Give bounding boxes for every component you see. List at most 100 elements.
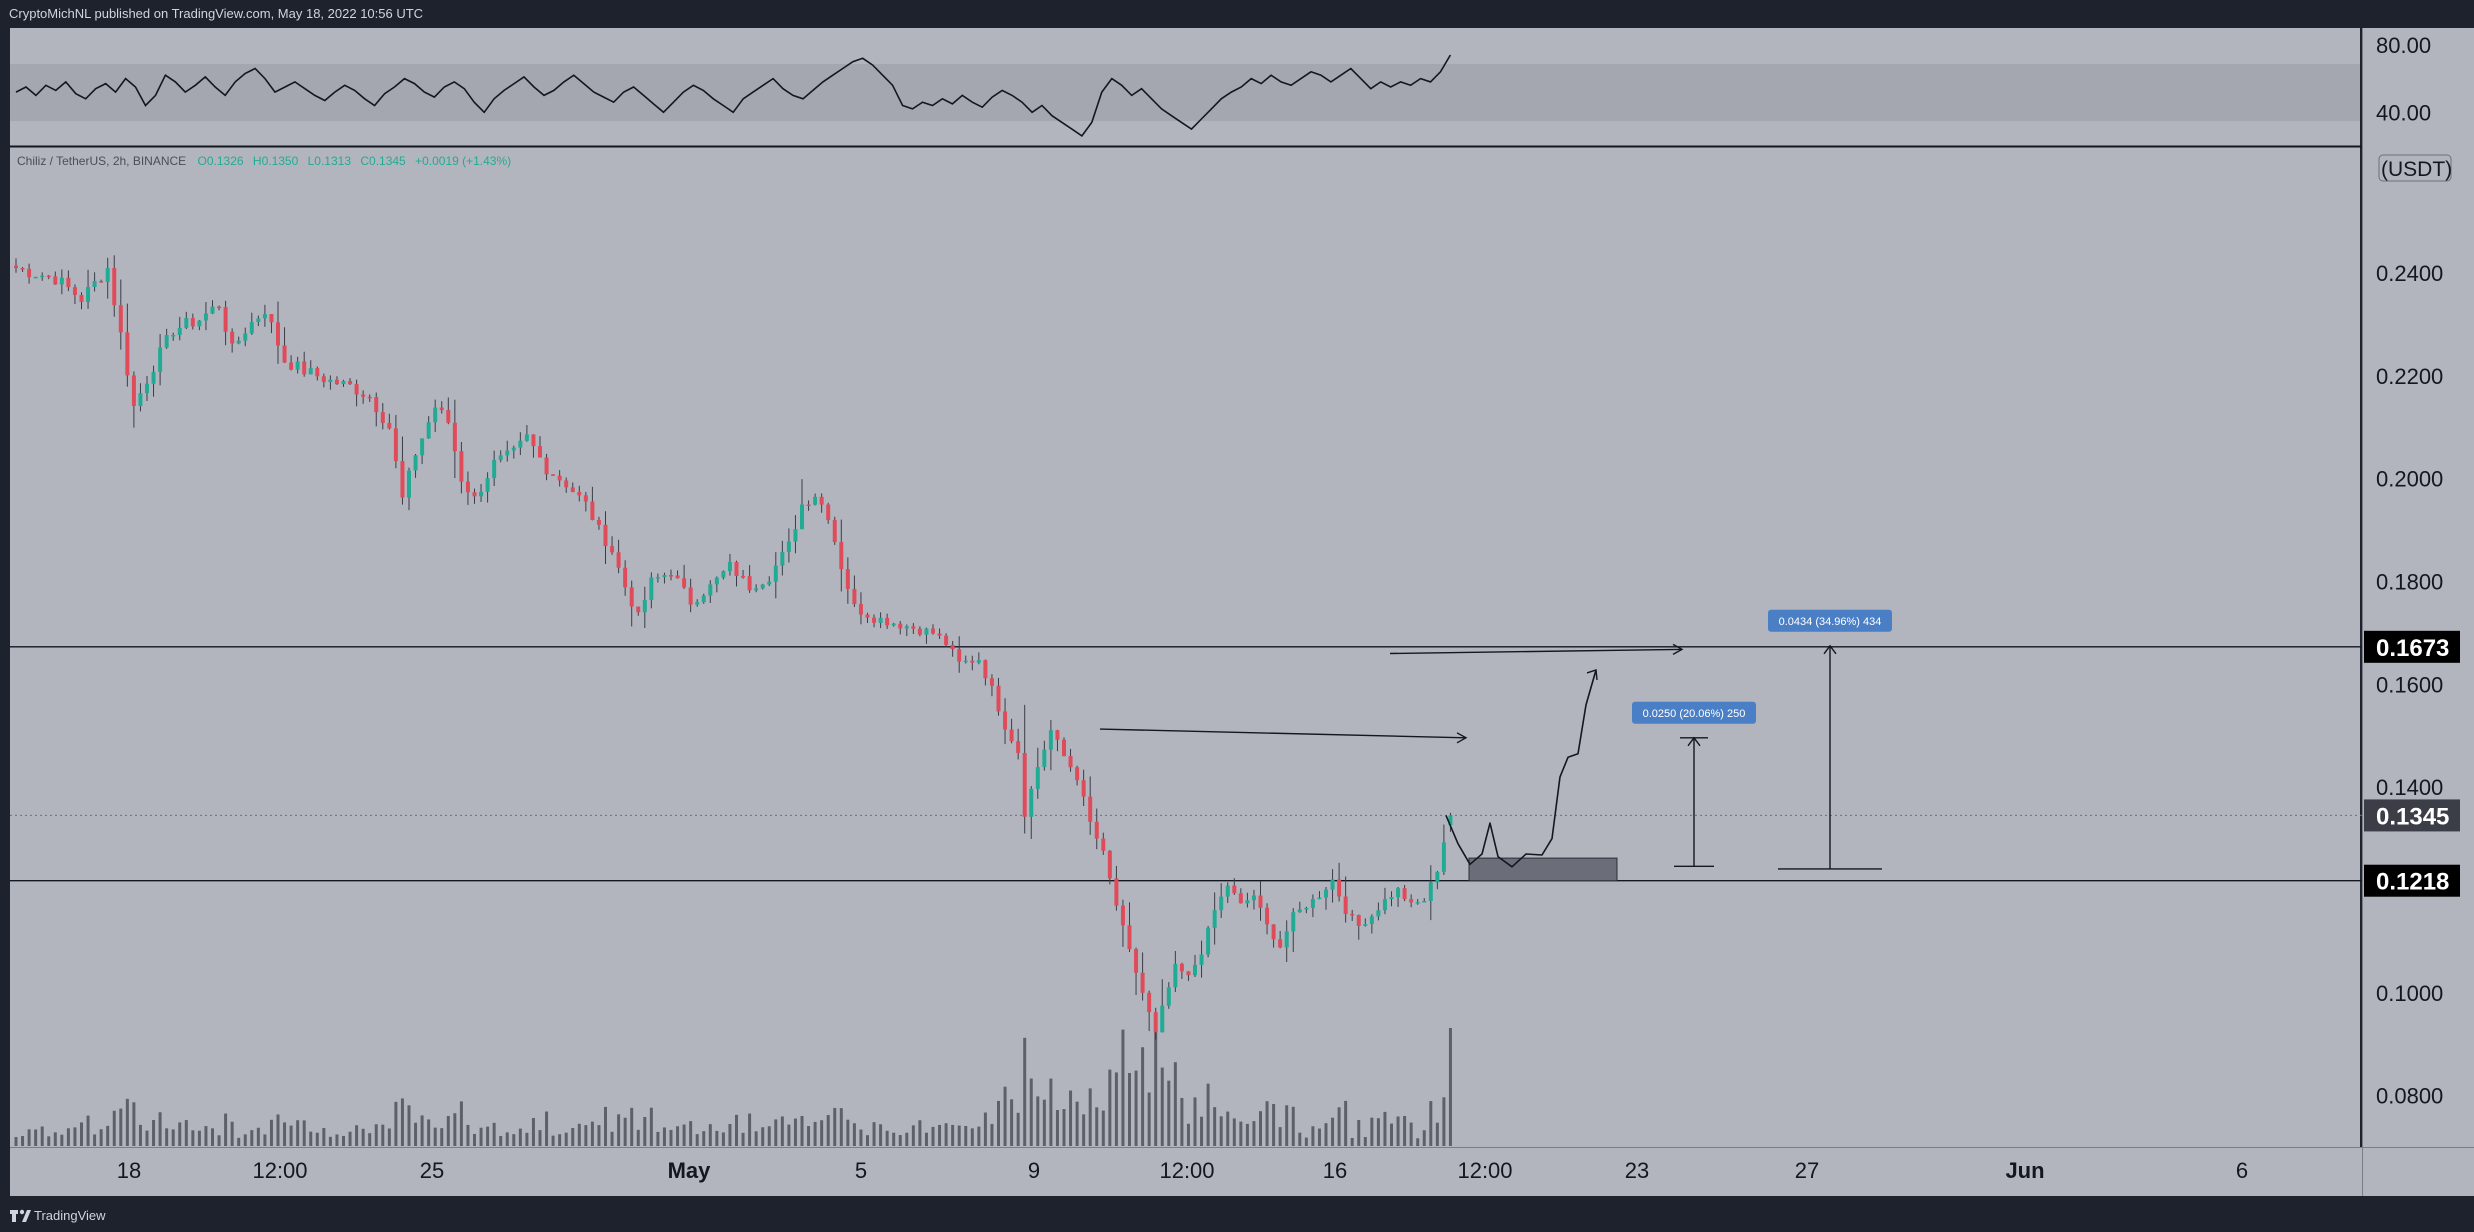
volume-bar [256, 1127, 260, 1146]
candle [1271, 924, 1276, 940]
volume-bar [872, 1122, 876, 1146]
candle [164, 335, 169, 348]
candle [806, 504, 811, 506]
candle [118, 305, 123, 333]
volume-bar [571, 1127, 575, 1146]
candle [1278, 939, 1283, 948]
volume-bar [1088, 1088, 1092, 1146]
volume-bar [682, 1124, 686, 1146]
candlestick-series [14, 255, 1453, 1040]
volume-bar [787, 1124, 791, 1146]
unit-label: (USDT) [2381, 158, 2452, 181]
unit-label-box [2378, 154, 2452, 182]
volume-bar [171, 1129, 175, 1146]
volume-bar [315, 1132, 319, 1146]
candle [878, 617, 883, 623]
candle [590, 501, 595, 521]
volume-bar [93, 1134, 97, 1146]
candle [374, 397, 379, 413]
volume-bar [924, 1132, 928, 1146]
volume-bar [283, 1122, 287, 1146]
volume-bar [584, 1125, 588, 1146]
candle [1212, 910, 1217, 928]
volume-bar [243, 1134, 247, 1146]
candle [976, 660, 981, 663]
candle [479, 491, 484, 497]
volume-bar [846, 1119, 850, 1146]
candle [1304, 907, 1309, 910]
footer-brand[interactable]: TradingView [34, 1208, 106, 1223]
candle [1009, 729, 1014, 742]
volume-bar [1055, 1110, 1059, 1146]
volume-bar [453, 1113, 457, 1146]
volume-bar [342, 1135, 345, 1146]
volume-bar [40, 1126, 44, 1146]
candle [924, 628, 929, 635]
candle [1251, 895, 1256, 901]
candle [53, 276, 58, 285]
candle [636, 606, 641, 613]
volume-bar [1036, 1096, 1040, 1146]
volume-bar [833, 1107, 837, 1146]
time-tick-label: 27 [1795, 1158, 1819, 1183]
volume-bar [957, 1125, 961, 1146]
volume-bar [158, 1112, 162, 1146]
volume-bar [53, 1132, 57, 1146]
volume-histogram [14, 1024, 1452, 1146]
volume-bar [866, 1135, 869, 1146]
volume-bar [623, 1117, 627, 1146]
candle [92, 281, 97, 287]
volume-bar [119, 1108, 123, 1146]
candle [1225, 885, 1230, 897]
candle [1441, 842, 1446, 872]
candle [577, 492, 582, 496]
time-tick-label: 6 [2236, 1158, 2248, 1183]
price-tick-label: 0.1000 [2376, 981, 2443, 1006]
price-axis [2362, 28, 2474, 1147]
time-tick-label: 12:00 [1457, 1158, 1512, 1183]
support-zone-box [1468, 857, 1618, 882]
rsi-tick-label: 40.00 [2376, 100, 2431, 125]
candle [655, 577, 660, 579]
volume-bar [47, 1136, 51, 1146]
time-tick-label: 9 [1028, 1158, 1040, 1183]
candle [321, 376, 326, 383]
candle [223, 307, 228, 332]
symbol-legend[interactable]: Chiliz / TetherUS, 2h, BINANCE O0.1326 H… [17, 154, 511, 168]
volume-bar [852, 1123, 856, 1146]
volume-bar [152, 1120, 156, 1146]
time-tick-label: May [668, 1158, 712, 1183]
time-tick-label: 12:00 [1159, 1158, 1214, 1183]
candle [583, 495, 588, 502]
candle [701, 595, 706, 603]
candle [1140, 972, 1145, 993]
candle [610, 546, 615, 553]
candle [518, 440, 523, 448]
volume-bar [1396, 1116, 1400, 1146]
volume-bar [990, 1123, 994, 1146]
volume-bar [486, 1126, 490, 1146]
candle [367, 396, 372, 399]
horizontal-levels [10, 646, 2362, 882]
volume-bar [1108, 1069, 1112, 1146]
candle [295, 361, 300, 370]
candle [190, 318, 195, 327]
candle [950, 644, 955, 650]
volume-bar [1416, 1138, 1420, 1146]
time-tick-label: 5 [855, 1158, 867, 1183]
candle [315, 368, 320, 377]
volume-bar [165, 1128, 169, 1146]
legend-close: C0.1345 [360, 154, 406, 168]
volume-bar [911, 1125, 915, 1146]
volume-bar [1442, 1097, 1446, 1146]
candle [1396, 888, 1401, 898]
candle [328, 379, 333, 383]
volume-bar [892, 1132, 896, 1146]
volume-bar [820, 1120, 824, 1146]
candle [256, 318, 261, 323]
candle [937, 633, 942, 636]
candle [832, 519, 837, 543]
volume-bar [400, 1098, 404, 1146]
volume-bar [1023, 1037, 1027, 1146]
